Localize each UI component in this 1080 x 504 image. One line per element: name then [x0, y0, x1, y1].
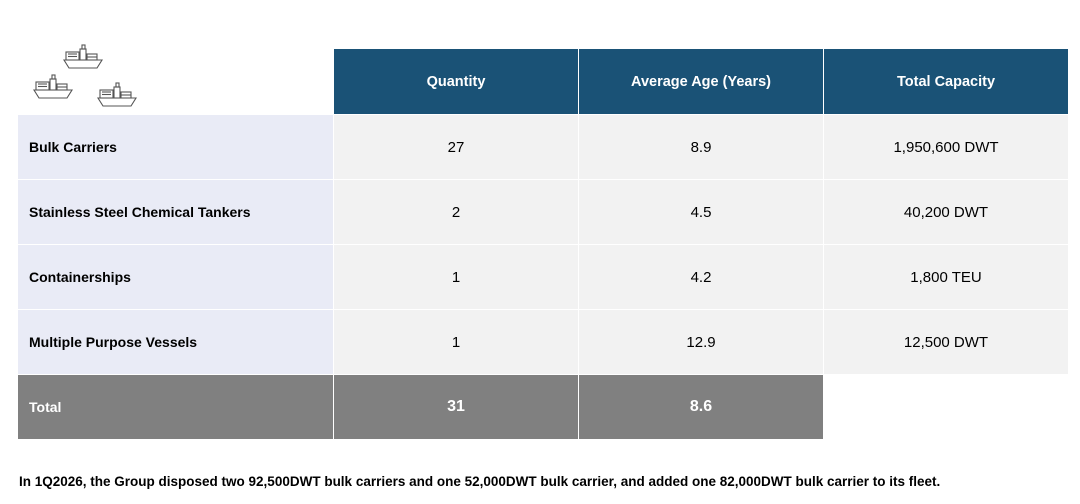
cell-total-capacity: 12,500 DWT — [824, 310, 1068, 374]
row-label-chemical-tankers: Stainless Steel Chemical Tankers — [18, 180, 333, 244]
row-label-bulk-carriers: Bulk Carriers — [18, 115, 333, 179]
footnote: In 1Q2026, the Group disposed two 92,500… — [19, 474, 941, 489]
cell-quantity: 27 — [334, 115, 578, 179]
cell-average-age: 12.9 — [579, 310, 823, 374]
header-average-age: Average Age (Years) — [579, 49, 823, 114]
cell-average-age: 8.9 — [579, 115, 823, 179]
cell-average-age: 4.2 — [579, 245, 823, 309]
cell-average-age: 4.5 — [579, 180, 823, 244]
fleet-table: Quantity Average Age (Years) Total Capac… — [18, 49, 1068, 439]
cell-quantity: 2 — [334, 180, 578, 244]
cell-quantity: 1 — [334, 245, 578, 309]
row-label-containerships: Containerships — [18, 245, 333, 309]
ship-icon-left — [33, 74, 73, 99]
header-quantity: Quantity — [334, 49, 578, 114]
header-total-capacity: Total Capacity — [824, 49, 1068, 114]
row-label-multiple-purpose-vessels: Multiple Purpose Vessels — [18, 310, 333, 374]
cell-quantity: 1 — [334, 310, 578, 374]
cell-total-capacity: 1,800 TEU — [824, 245, 1068, 309]
cargo-ships-icon — [30, 40, 142, 110]
ship-icon-right — [97, 82, 137, 107]
ship-icon-top — [63, 44, 103, 69]
cell-total-capacity: 40,200 DWT — [824, 180, 1068, 244]
total-average-age: 8.6 — [579, 375, 823, 439]
cell-total-capacity: 1,950,600 DWT — [824, 115, 1068, 179]
total-label: Total — [18, 375, 333, 439]
total-quantity: 31 — [334, 375, 578, 439]
